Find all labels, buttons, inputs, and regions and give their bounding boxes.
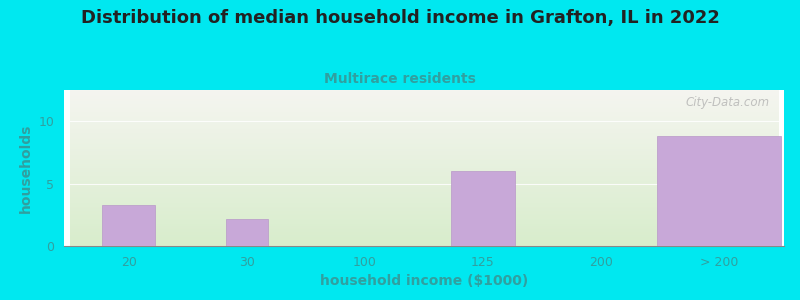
Bar — [450, 171, 515, 246]
Text: Distribution of median household income in Grafton, IL in 2022: Distribution of median household income … — [81, 9, 719, 27]
Y-axis label: households: households — [19, 123, 33, 213]
Bar — [102, 205, 155, 246]
Bar — [657, 136, 781, 246]
Text: Multirace residents: Multirace residents — [324, 72, 476, 86]
X-axis label: household income ($1000): household income ($1000) — [320, 274, 528, 288]
Text: City-Data.com: City-Data.com — [686, 96, 770, 109]
Bar — [226, 218, 268, 246]
